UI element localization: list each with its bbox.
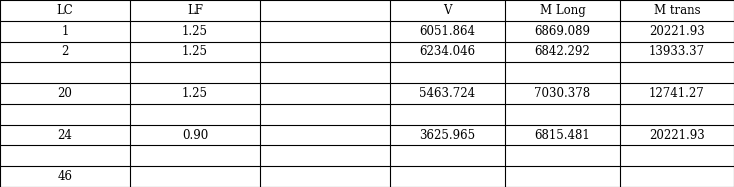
Text: LF: LF [187,4,203,17]
Text: 12741.27: 12741.27 [649,87,705,100]
Text: 20221.93: 20221.93 [649,128,705,142]
Text: 1.25: 1.25 [182,25,208,38]
Text: 13933.37: 13933.37 [649,45,705,59]
Text: 1.25: 1.25 [182,45,208,59]
Text: 6842.292: 6842.292 [534,45,590,59]
Text: 0.90: 0.90 [182,128,208,142]
Text: 20: 20 [57,87,73,100]
Text: M Long: M Long [539,4,586,17]
Text: M trans: M trans [654,4,700,17]
Text: V: V [443,4,451,17]
Text: 3625.965: 3625.965 [419,128,476,142]
Text: 20221.93: 20221.93 [649,25,705,38]
Text: 6869.089: 6869.089 [534,25,590,38]
Text: 2: 2 [62,45,69,59]
Text: 6051.864: 6051.864 [420,25,476,38]
Text: 46: 46 [57,170,73,183]
Text: LC: LC [57,4,73,17]
Text: 6815.481: 6815.481 [534,128,590,142]
Text: 6234.046: 6234.046 [419,45,476,59]
Text: 24: 24 [57,128,73,142]
Text: 1.25: 1.25 [182,87,208,100]
Text: 1: 1 [62,25,69,38]
Text: 5463.724: 5463.724 [419,87,476,100]
Text: 7030.378: 7030.378 [534,87,591,100]
